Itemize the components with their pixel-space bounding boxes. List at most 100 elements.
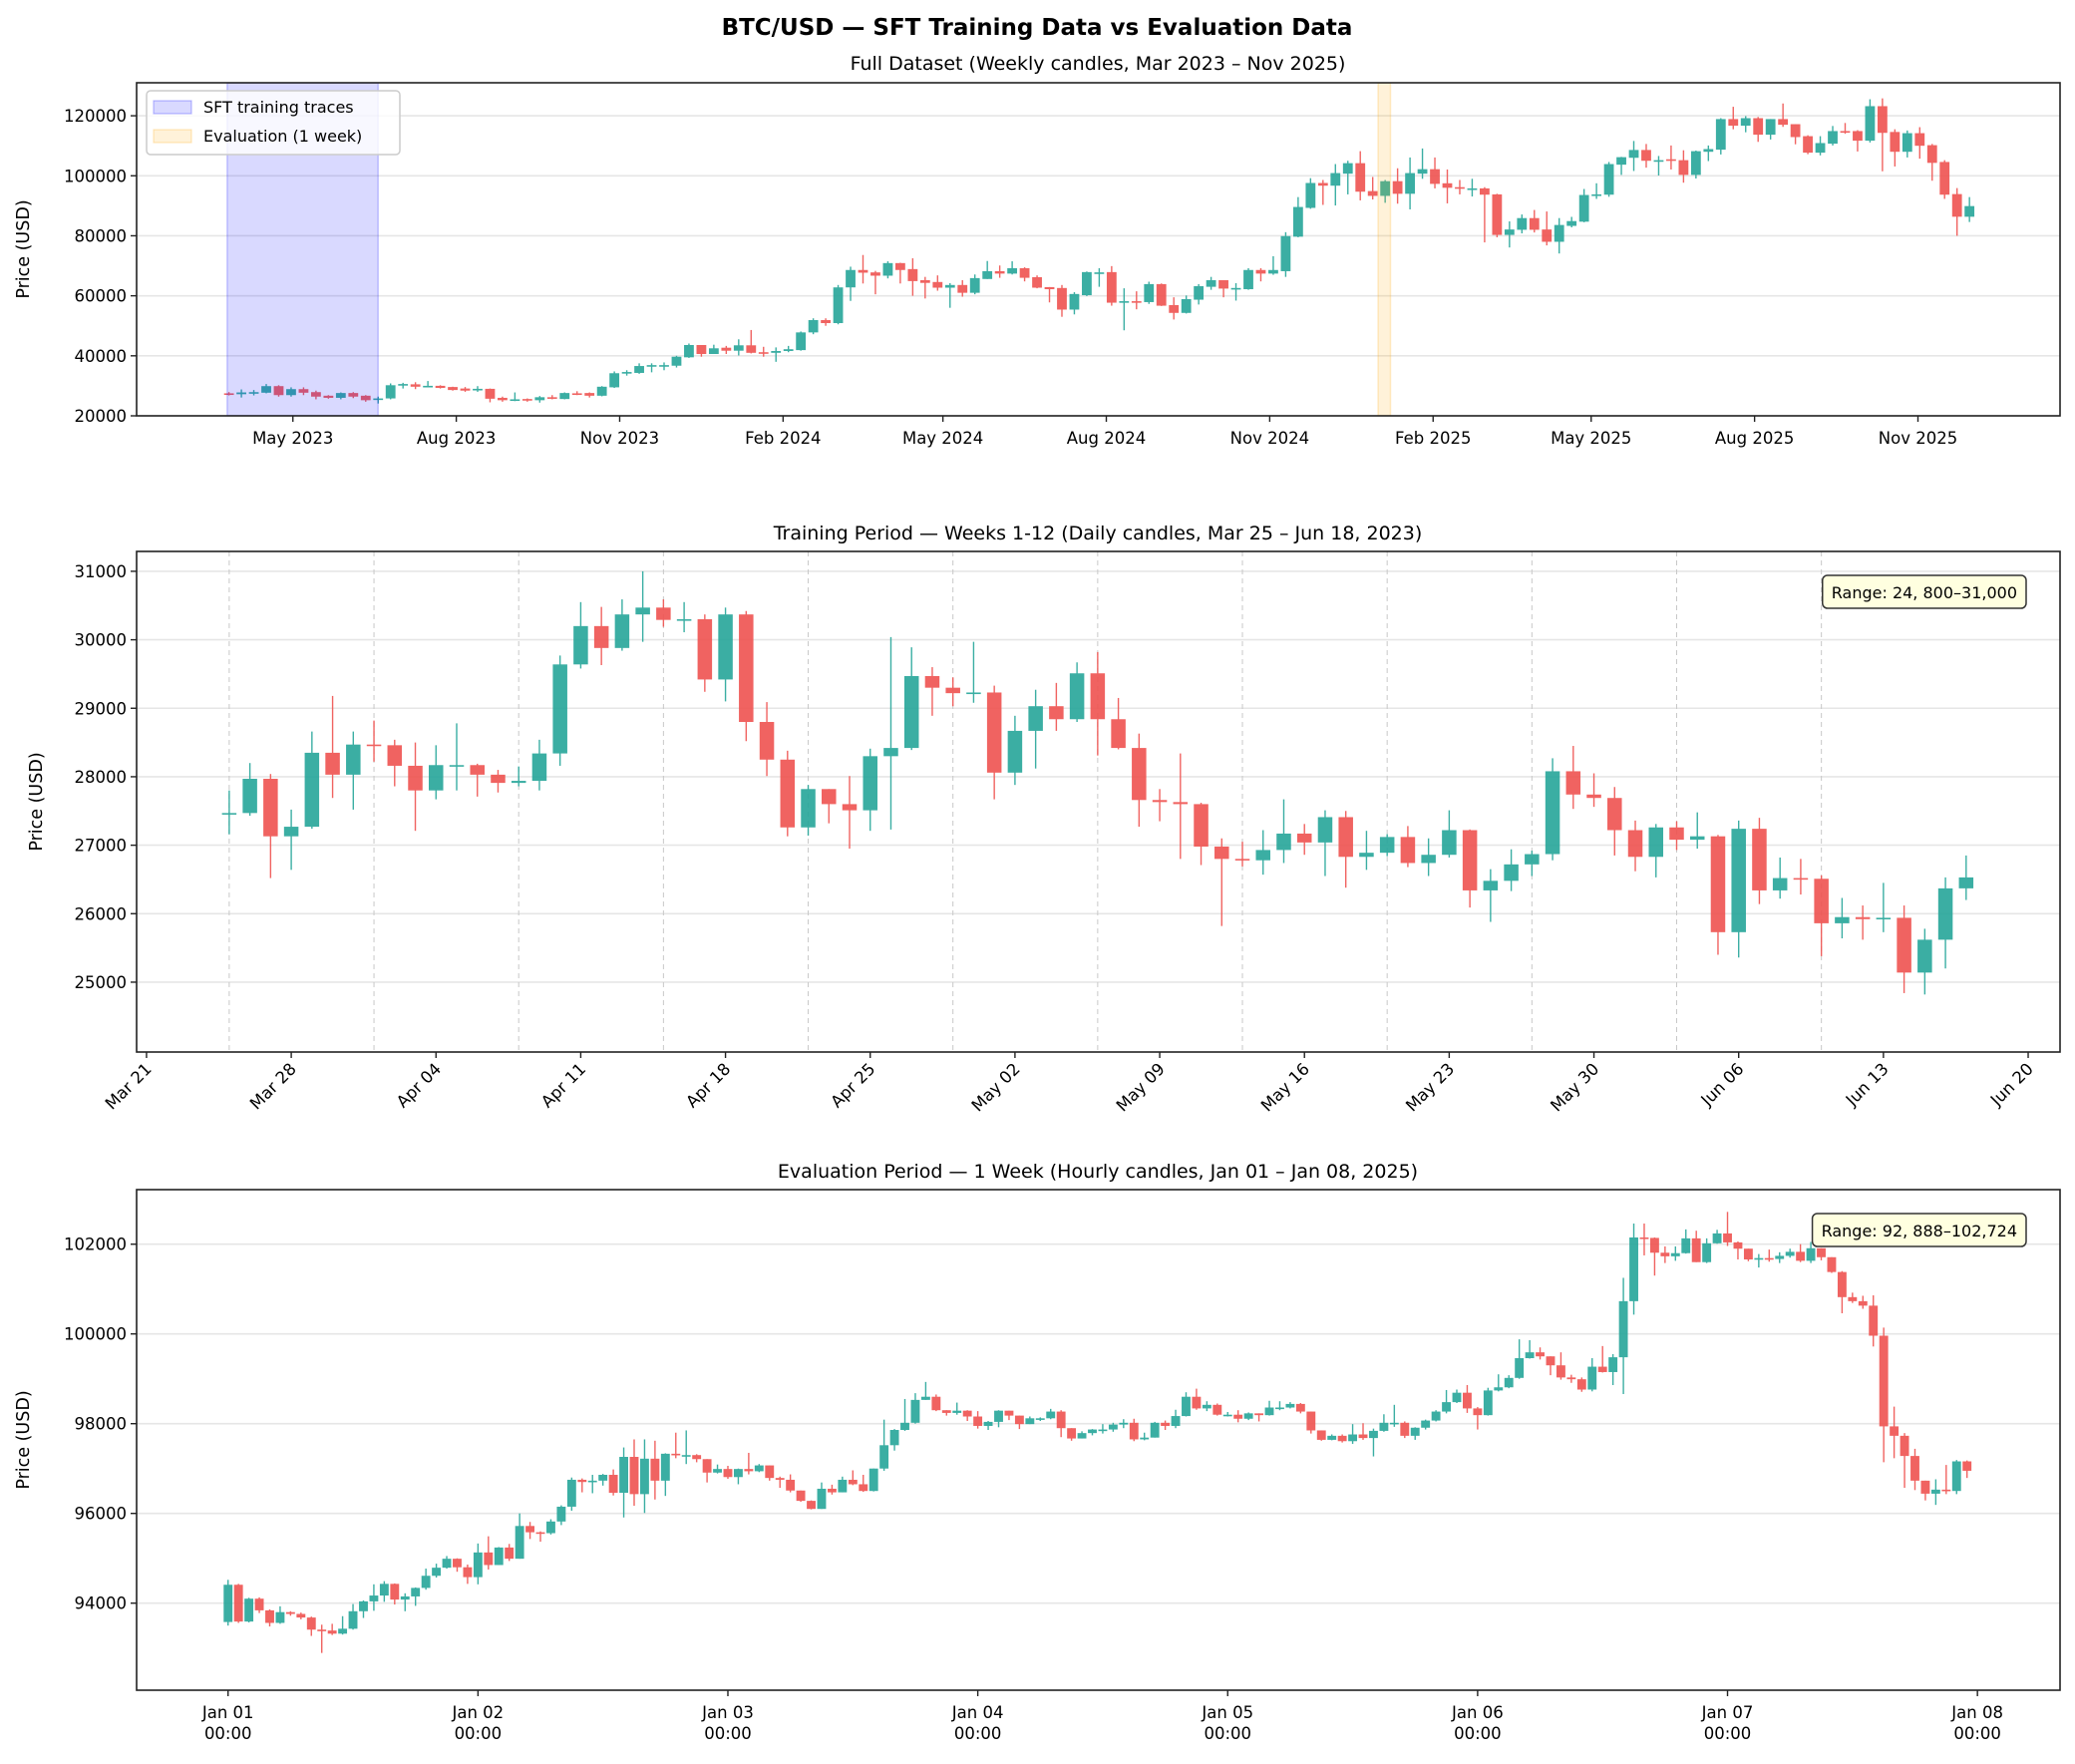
candle-up [646, 363, 657, 373]
candle-up [531, 739, 547, 791]
candle-down [571, 391, 582, 396]
candle-down [317, 1624, 327, 1653]
candle-down [932, 275, 943, 291]
candle-up [983, 1421, 993, 1431]
candle-body [1858, 1300, 1868, 1306]
candle-body [879, 1445, 889, 1469]
candle-body [859, 1484, 868, 1492]
candle-body [708, 348, 719, 355]
candle-down [870, 270, 880, 295]
hourly-evaluation-period-chart: Evaluation Period — 1 Week (Hourly candl… [14, 1161, 2061, 1743]
candle-up [304, 731, 320, 830]
candle-body [945, 687, 960, 694]
candle-down [765, 1465, 775, 1481]
candle-body [822, 789, 837, 805]
candle-up [373, 396, 384, 404]
y-tick-label: 31000 [75, 562, 128, 581]
candle-up [1591, 182, 1602, 199]
candle-down [1855, 905, 1871, 940]
candle-body [559, 393, 570, 400]
candle-body [1566, 1377, 1576, 1380]
candle-up [1069, 292, 1080, 315]
candle-down [858, 254, 868, 284]
candle-up [879, 1419, 889, 1471]
x-tick-label: Jan 02 [452, 1703, 505, 1722]
candle-up [1389, 1404, 1399, 1427]
candle-down [546, 395, 557, 400]
candle-up [1442, 1389, 1451, 1414]
candle-down [1890, 1406, 1900, 1459]
candle-body [1056, 1411, 1066, 1429]
candle-body [1296, 833, 1312, 843]
candle-body [983, 1421, 993, 1426]
candle-down [265, 1609, 274, 1627]
candle-body [1156, 283, 1167, 306]
candle-body [491, 774, 506, 784]
candle-body [546, 397, 557, 399]
candle-body [920, 1396, 930, 1400]
candle-down [1743, 1248, 1753, 1261]
candle-body [1379, 1422, 1389, 1431]
candle-up [1865, 99, 1876, 143]
candle-body [531, 753, 547, 782]
candle-down [1194, 803, 1209, 866]
candle-body [684, 344, 694, 358]
candle-body [1728, 119, 1739, 127]
candle-body [1853, 131, 1863, 142]
candle-down [758, 346, 769, 357]
candle-body [868, 1468, 878, 1492]
candle-down [1392, 168, 1403, 204]
candle-body [1367, 190, 1378, 196]
candle-down [1710, 835, 1726, 955]
candle-body [903, 675, 919, 749]
candle-body [1234, 859, 1250, 861]
candle-up [221, 790, 237, 835]
candle-body [754, 1465, 764, 1472]
candle-body [1715, 119, 1726, 151]
candle-down [1542, 211, 1553, 246]
candle-body [838, 1479, 848, 1493]
candles-group [223, 1212, 1972, 1653]
candle-body [883, 748, 898, 757]
candle-body [900, 1422, 909, 1431]
candle-down [1254, 1413, 1264, 1422]
candle-body [1639, 1236, 1649, 1239]
candle-down [1338, 811, 1353, 888]
candle-up [1754, 1253, 1764, 1268]
candle-up [1028, 689, 1043, 769]
candle-body [952, 1410, 962, 1413]
candle-body [808, 320, 819, 333]
y-tick-label: 20000 [75, 407, 128, 426]
candle-up [910, 1393, 920, 1424]
candle-up [903, 647, 919, 751]
candle-up [1702, 1237, 1712, 1263]
candle-body [1090, 673, 1106, 720]
candle-down [1129, 1418, 1139, 1442]
candle-body [986, 692, 1002, 773]
candle-body [306, 1617, 316, 1630]
x-tick-label: Aug 2025 [1715, 429, 1794, 448]
candle-up [1815, 136, 1826, 156]
candle-body [373, 398, 384, 401]
legend-box [146, 90, 401, 156]
x-tick-label: Jan 06 [1451, 1703, 1504, 1722]
candle-up [1578, 188, 1589, 222]
candle-body [1067, 1428, 1077, 1439]
candle-down [786, 1474, 796, 1493]
candle-body [298, 389, 309, 393]
candle-body [1069, 293, 1080, 310]
candle-body [261, 386, 271, 393]
candle-down [931, 1394, 941, 1412]
candle-up [966, 641, 981, 703]
candle-up [659, 362, 669, 371]
candle-up [1369, 1428, 1378, 1457]
candle-up [634, 363, 644, 374]
candle-up [1421, 838, 1436, 877]
candle-down [1111, 697, 1126, 750]
candle-up [808, 318, 819, 335]
candle-body [697, 618, 713, 680]
y-tick-label: 27000 [75, 837, 128, 856]
candle-body [848, 1479, 858, 1485]
candle-body [646, 365, 657, 367]
candle-down [1914, 127, 1925, 160]
